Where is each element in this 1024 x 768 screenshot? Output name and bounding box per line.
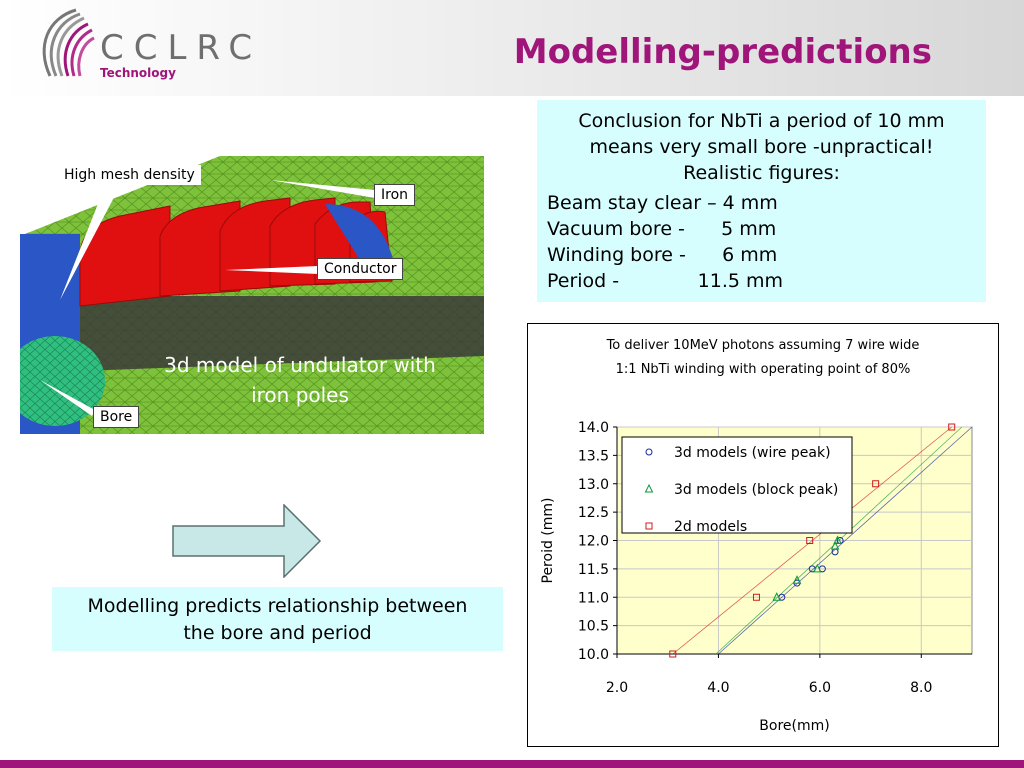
conclusion-line1: Conclusion for NbTi a period of 10 mm	[578, 110, 945, 132]
x-tick-label: 6.0	[809, 680, 831, 696]
conclusion-row-vacuum: Vacuum bore - 5 mm	[547, 218, 777, 240]
callout-conductor: Conductor	[317, 258, 404, 280]
data-point	[792, 575, 802, 584]
legend-label: 3d models (wire peak)	[674, 445, 831, 461]
data-point	[772, 592, 782, 601]
y-tick-label: 11.5	[578, 562, 609, 578]
x-tick-label: 8.0	[910, 680, 932, 696]
bore-period-chart: To deliver 10MeV photons assuming 7 wire…	[540, 338, 973, 734]
legend-label: 2d models	[674, 519, 747, 535]
conclusion-box: Conclusion for NbTi a period of 10 mm me…	[537, 100, 986, 302]
chart-title-line2: 1:1 NbTi winding with operating point of…	[616, 362, 911, 377]
conclusion-row-beam: Beam stay clear – 4 mm	[547, 192, 778, 214]
y-tick-label: 14.0	[578, 420, 609, 436]
legend-box	[621, 436, 853, 534]
x-axis-label: Bore(mm)	[759, 718, 829, 734]
y-tick-label: 12.0	[578, 534, 609, 550]
conclusion-line2: means very small bore -unpractical!	[589, 136, 934, 158]
data-point	[872, 480, 880, 488]
right-arrow-icon	[172, 504, 322, 578]
callout-mesh-density: High mesh density	[58, 165, 201, 185]
conclusion-row-period: Period - 11.5 mm	[547, 270, 784, 292]
data-point	[752, 593, 760, 601]
data-point	[833, 535, 842, 544]
conclusion-line3: Realistic figures:	[683, 162, 840, 184]
callout-iron: Iron	[374, 184, 416, 206]
prediction-box: Modelling predicts relationship between …	[52, 587, 503, 651]
logo-subtitle: Technology	[100, 66, 176, 80]
bottom-rule	[0, 760, 1024, 768]
y-axis-label: Peroid (mm)	[540, 498, 556, 584]
legend-marker	[645, 448, 653, 456]
logo-text: CCLRC	[100, 28, 263, 68]
data-point	[830, 541, 840, 550]
callout-bore: Bore	[93, 406, 140, 428]
data-point	[806, 537, 814, 544]
prediction-line2: the bore and period	[183, 622, 372, 644]
model-caption-line1: 3d model of undulator with	[164, 353, 436, 377]
trend-line	[718, 426, 973, 655]
data-point	[669, 650, 677, 658]
y-tick-label: 11.0	[578, 590, 609, 606]
x-tick-label: 2.0	[606, 680, 628, 696]
chart-frame: To deliver 10MeV photons assuming 7 wire…	[527, 323, 999, 747]
chart-title-line1: To deliver 10MeV photons assuming 7 wire…	[606, 338, 920, 353]
y-tick-label: 12.5	[578, 505, 609, 521]
y-tick-label: 13.0	[578, 477, 609, 493]
header-band: CCLRC Technology Modelling-predictions	[0, 0, 1024, 96]
y-tick-label: 13.5	[578, 448, 609, 464]
conclusion-row-winding: Winding bore - 6 mm	[547, 244, 778, 266]
page-title: Modelling-predictions	[513, 32, 932, 72]
data-point	[948, 423, 956, 431]
legend-label: 3d models (block peak)	[674, 482, 838, 498]
model-caption-line2: iron poles	[251, 383, 349, 407]
data-point	[813, 563, 822, 573]
model-caption: 3d model of undulator with iron poles	[120, 350, 480, 410]
legend-marker	[644, 483, 654, 493]
x-tick-label: 4.0	[707, 680, 729, 696]
y-tick-label: 10.5	[578, 619, 609, 635]
y-tick-label: 10.0	[578, 647, 609, 663]
prediction-line1: Modelling predicts relationship between	[87, 595, 468, 617]
trend-line	[715, 426, 963, 655]
cclrc-logo-icon	[42, 8, 95, 77]
legend-marker	[645, 522, 653, 530]
